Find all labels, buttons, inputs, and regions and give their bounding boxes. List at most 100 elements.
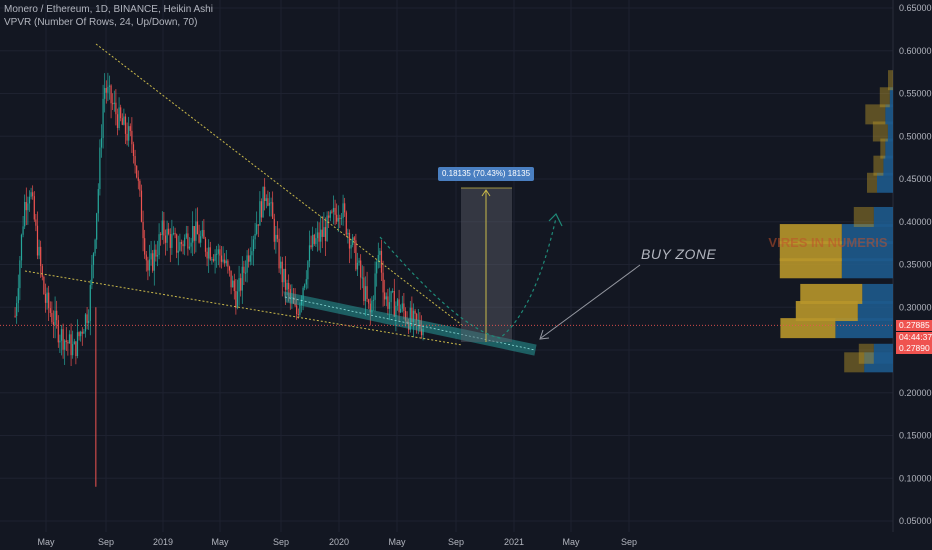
candle-body [310,245,312,248]
candle-body [411,307,413,322]
candle-body [419,320,421,329]
x-tick-label: May [562,537,580,547]
candle-body [113,102,115,105]
candle-body [144,238,146,255]
candle-body [136,165,138,178]
candle-body [25,201,27,211]
measure-arrow-head [481,189,491,197]
candle-body [230,270,232,288]
candle-body [176,234,178,253]
candle-body [40,246,42,267]
candle-body [164,235,167,243]
candle-body [203,230,205,239]
candle-body [48,292,50,309]
vp-bar-up [841,224,893,245]
x-tick-label: 2019 [153,537,173,547]
candle-body [179,242,181,251]
candle-body [110,85,112,104]
candle-body [49,308,51,313]
candle-body [172,233,175,235]
candle-body [54,310,56,325]
drawings [0,43,893,356]
time-axis[interactable]: May Sep 2019 May Sep 2020 May Sep 2021 May Sep [37,537,637,547]
candle-body [81,331,83,334]
candle-body [328,215,330,218]
candle-body [292,297,295,304]
x-tick-label: May [37,537,55,547]
vp-bar-up [885,104,893,125]
candle-body [340,217,343,219]
candle-body [206,251,208,259]
candle-body [28,196,31,204]
candle-body [344,203,346,213]
candle-body [264,186,266,202]
candle-body [379,250,381,255]
indicator-label[interactable]: VPVR (Number Of Rows, 24, Up/Down, 70) [4,17,198,28]
candle-body [211,259,213,261]
y-tick-label: 0.20000 [899,388,932,398]
candle-body [158,234,160,255]
candle-body [262,186,264,218]
candle-body [225,260,227,264]
candle-body [107,86,109,93]
candle-body [192,226,194,243]
candle-body [273,218,275,242]
vp-bar-down [872,121,888,142]
buy-channel [283,291,537,356]
x-tick-label: May [211,537,229,547]
candle-body [342,203,344,218]
candle-body [217,249,219,254]
candle-body [318,232,320,242]
candle-body [387,296,389,309]
candle-body [105,87,107,93]
x-tick-label: Sep [448,537,464,547]
candle-body [60,329,63,341]
candle-body [222,259,224,262]
candle-body [129,126,131,131]
candle-body [123,116,125,125]
candle-body [308,245,311,262]
y-tick-label: 0.15000 [899,431,932,441]
candle-body [392,291,394,293]
symbol-title[interactable]: Monero / Ethereum, 1D, BINANCE, Heikin A… [4,4,213,15]
buy-zone-label: BUY ZONE [641,246,717,262]
candle-body [27,203,29,211]
candle-body [332,207,335,212]
candle-body [91,264,93,286]
candle-body [84,314,87,332]
candle-body [139,180,141,191]
candle-body [80,331,82,337]
candle-body [288,282,290,290]
candle-body [73,341,75,345]
candle-body [132,144,135,157]
candle-body [244,272,247,274]
candle-body [393,291,395,317]
candle-body [315,238,317,244]
candle-body [92,253,95,265]
vp-bar-up [873,343,893,364]
candle-body [24,201,26,227]
candle-body [324,227,327,241]
candle-body [20,234,23,261]
candle-body [420,328,423,336]
candle-body [17,288,19,304]
candle-body [19,260,21,289]
candle-body [140,190,143,222]
candle-body [116,114,119,129]
candle-body [260,201,263,218]
candle-body [356,262,359,270]
candle-body [64,340,66,350]
candle-body [120,107,122,119]
candle-body [124,116,127,134]
candle-body [270,202,272,204]
candle-body [182,244,184,247]
candle-body [353,237,355,241]
candle-body [97,189,99,214]
candle-body [305,279,307,285]
candle-body [312,234,314,248]
candle-body [161,220,163,235]
candle-body [398,299,400,313]
vp-bar-down [800,283,863,304]
candle-body [252,239,255,252]
